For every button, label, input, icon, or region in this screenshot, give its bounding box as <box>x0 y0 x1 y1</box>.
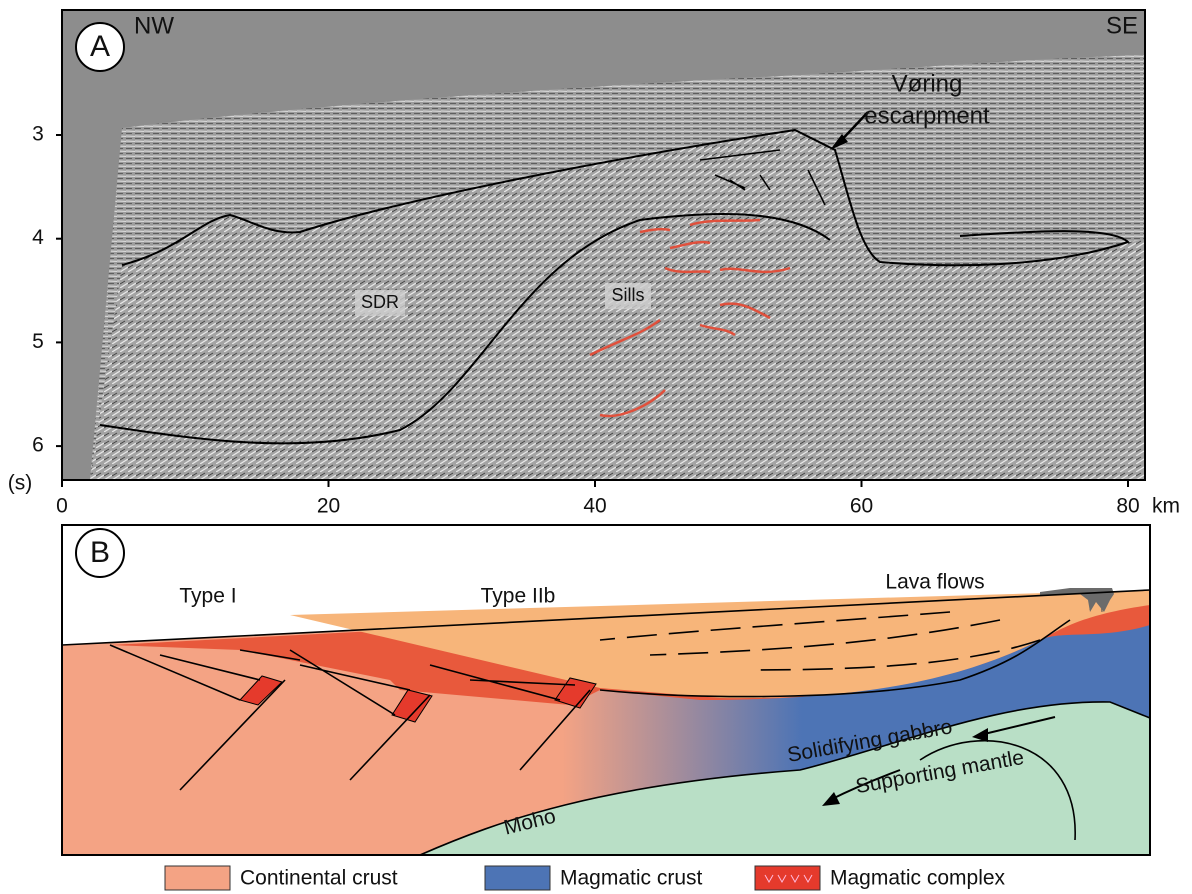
y-tick-label: 4 <box>32 226 44 249</box>
x-tick-label: 40 <box>583 495 606 518</box>
annotation: escarpment <box>864 102 990 129</box>
legend-label: Continental crust <box>240 867 398 890</box>
x-tick-label: 60 <box>850 495 873 518</box>
legend-label: Magmatic complex <box>830 867 1006 890</box>
figure: A NW SE Vøring escarpment SDR Sills 3 4 5 6… <box>0 0 1192 894</box>
annotation: Lava flows <box>885 571 984 594</box>
annotation: SDR <box>361 292 399 312</box>
direction-label: NW <box>134 12 174 39</box>
annotation: Vøring <box>892 70 963 97</box>
x-axis: 0 20 40 60 80 <box>56 480 1140 518</box>
y-tick-label: 3 <box>32 123 44 146</box>
panel-label: A <box>90 30 110 63</box>
x-tick-label: 20 <box>317 495 340 518</box>
legend-swatch <box>485 866 550 890</box>
y-axis: 3 4 5 6 <box>32 123 62 457</box>
axis-unit: km <box>1152 495 1180 518</box>
annotation: Type I <box>179 585 236 608</box>
panel-a: A NW SE Vøring escarpment SDR Sills 3 4 5 6… <box>8 10 1180 518</box>
panel-b: B Type I Type IIb Lava flows Solidifying… <box>62 525 1150 855</box>
y-tick-label: 5 <box>32 330 44 353</box>
x-tick-label: 0 <box>56 495 68 518</box>
panel-label: B <box>90 536 110 569</box>
legend-label: Magmatic crust <box>560 867 703 890</box>
x-tick-label: 80 <box>1116 495 1139 518</box>
direction-label: SE <box>1106 12 1138 39</box>
axis-unit: (s) <box>8 472 33 495</box>
legend: Continental crust Magmatic crust Magmatic … <box>165 866 1006 890</box>
y-tick-label: 6 <box>32 434 44 457</box>
annotation: Type IIb <box>481 585 556 608</box>
annotation: Sills <box>611 285 644 305</box>
legend-swatch <box>165 866 230 890</box>
